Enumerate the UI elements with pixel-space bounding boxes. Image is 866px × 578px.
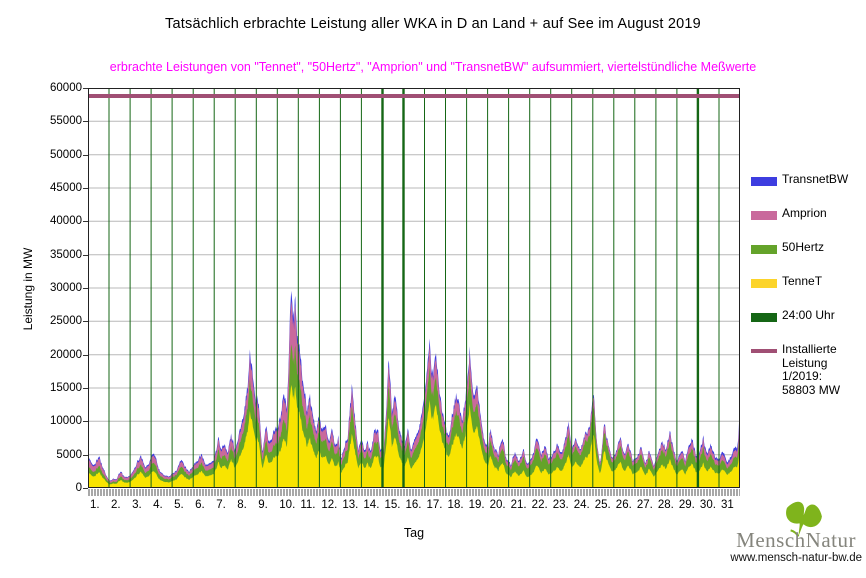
x-tick-label: 26.	[615, 499, 632, 511]
mensch-natur-logo: MenschNatur www.mensch-natur-bw.de	[702, 501, 862, 574]
x-tick-label: 8.	[237, 499, 247, 511]
x-tick-label: 10.	[279, 499, 296, 511]
x-tick-label: 19.	[468, 499, 485, 511]
x-tick-label: 31	[720, 499, 734, 511]
x-tick-label: 17.	[426, 499, 443, 511]
legend-label: 50Hertz	[782, 240, 825, 254]
y-tick-mark	[83, 221, 88, 223]
y-tick-label: 5000	[56, 448, 82, 461]
legend-item: TransnetBW	[751, 172, 865, 193]
legend-label: TenneT	[782, 274, 823, 288]
area-tennet	[88, 384, 740, 488]
legend-item: 50Hertz	[751, 240, 865, 261]
ginkgo-leaf-icon	[786, 501, 822, 537]
x-tick-label: 21.	[510, 499, 527, 511]
y-tick-label: 0	[75, 482, 82, 494]
x-tick-label: 6.	[195, 499, 205, 511]
x-axis-minor-tick-strip	[88, 489, 740, 496]
x-tick-label: 22.	[531, 499, 548, 511]
x-axis-title: Tag	[403, 526, 425, 540]
x-tick-label: 11.	[300, 499, 316, 511]
chart-plot-area	[88, 88, 740, 488]
chart-legend: TransnetBW Amprion 50Hertz TenneT 24:00 Uhr I…	[751, 172, 865, 396]
y-tick-mark	[83, 121, 88, 123]
y-tick-label: 60000	[50, 82, 82, 94]
y-tick-label: 15000	[50, 382, 82, 394]
y-tick-label: 45000	[50, 182, 82, 194]
x-tick-label: 7.	[216, 499, 226, 511]
y-tick-mark	[83, 388, 88, 389]
x-tick-label: 28.	[657, 499, 674, 511]
y-tick-mark	[83, 354, 88, 356]
x-tick-label: 3.	[132, 499, 142, 511]
plot-border	[88, 88, 740, 488]
x-tick-label: 2.	[111, 499, 121, 511]
y-tick-mark	[83, 488, 88, 489]
y-tick-mark	[83, 421, 88, 423]
legend-swatch-block	[751, 313, 777, 322]
y-tick-mark	[83, 321, 88, 323]
y-tick-mark	[83, 88, 88, 89]
legend-swatch-line	[751, 349, 777, 353]
legend-label: TransnetBW	[782, 172, 849, 186]
x-tick-label: 23.	[552, 499, 569, 511]
x-tick-label: 12.	[321, 499, 338, 511]
legend-label: 24:00 Uhr	[782, 308, 835, 322]
logo-wordmark: MenschNatur	[736, 528, 856, 552]
x-tick-label: 4.	[153, 499, 163, 511]
x-tick-label: 1.	[90, 499, 100, 511]
y-tick-label: 20000	[50, 348, 82, 361]
chart-title: Tatsächlich erbrachte Leistung aller WKA…	[165, 16, 701, 32]
x-tick-label: 13.	[342, 499, 359, 511]
legend-item: 24:00 Uhr	[751, 308, 865, 329]
x-tick-label: 16.	[405, 499, 422, 511]
logo-url[interactable]: www.mensch-natur-bw.de	[730, 552, 862, 564]
y-tick-label: 35000	[50, 248, 82, 261]
legend-label: Amprion	[782, 206, 827, 220]
x-tick-label: 25.	[594, 499, 611, 511]
x-tick-label: 15.	[384, 499, 401, 511]
y-tick-label: 50000	[50, 148, 82, 161]
legend-swatch-block	[751, 177, 777, 186]
legend-label: Installierte Leistung 1/2019: 58803 MW	[782, 342, 841, 397]
x-tick-label: 20.	[489, 499, 506, 511]
y-tick-label: 25000	[50, 315, 82, 328]
x-tick-label: 30.	[699, 499, 716, 511]
legend-swatch-block	[751, 279, 777, 288]
legend-swatch-block	[751, 245, 777, 254]
legend-item: TenneT	[751, 274, 865, 295]
y-tick-mark	[83, 188, 88, 189]
y-tick-mark	[83, 454, 88, 456]
x-tick-label: 9.	[258, 499, 268, 511]
y-tick-mark	[83, 154, 88, 156]
legend-item: Amprion	[751, 206, 865, 227]
x-tick-label: 5.	[174, 499, 184, 511]
x-tick-label: 14.	[363, 499, 380, 511]
y-tick-label: 40000	[50, 215, 82, 228]
chart-subtitle: erbrachte Leistungen von "Tennet", "50He…	[109, 60, 757, 74]
y-tick-label: 10000	[50, 415, 82, 428]
legend-swatch-block	[751, 211, 777, 220]
x-tick-label: 27.	[636, 499, 653, 511]
x-tick-label: 29.	[678, 499, 695, 511]
y-tick-label: 30000	[50, 282, 82, 294]
x-tick-label: 18.	[447, 499, 464, 511]
y-tick-label: 55000	[50, 115, 82, 128]
y-tick-mark	[83, 254, 88, 256]
y-tick-mark	[83, 288, 88, 289]
x-tick-label: 24.	[573, 499, 590, 511]
